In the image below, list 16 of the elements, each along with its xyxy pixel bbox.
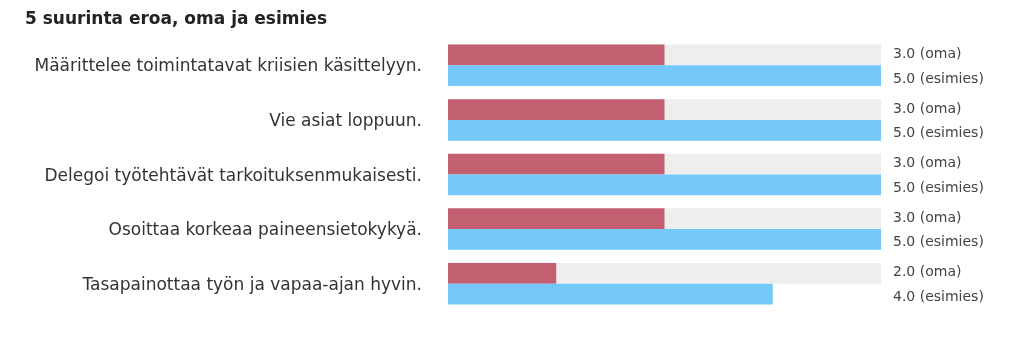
data-label: 3.0 (oma) bbox=[893, 154, 962, 171]
y-tick-label: Tasapainottaa työn ja vapaa-ajan hyvin. bbox=[81, 273, 422, 294]
data-label: 5.0 (esimies) bbox=[893, 69, 984, 86]
data-label: 5.0 (esimies) bbox=[893, 124, 984, 141]
data-label: 5.0 (esimies) bbox=[893, 233, 984, 250]
data-label: 3.0 (oma) bbox=[893, 44, 962, 61]
y-tick-label: Määrittelee toimintatavat kriisien käsittelyyn. bbox=[34, 55, 422, 76]
y-tick-label: Vie asiat loppuun. bbox=[269, 109, 422, 130]
data-label: 5.0 (esimies) bbox=[893, 178, 984, 195]
text: 5 suurinta eroa, oma ja esimies bbox=[25, 7, 328, 28]
data-label: 3.0 (oma) bbox=[893, 208, 962, 225]
data-label: 4.0 (esimies) bbox=[893, 288, 984, 305]
data-label: 3.0 (oma) bbox=[893, 99, 962, 116]
data-label: 2.0 (oma) bbox=[893, 263, 962, 280]
y-tick-label: Osoittaa korkeaa paineensietokykyä. bbox=[108, 219, 422, 240]
y-tick-label: Delegoi työtehtävät tarkoituksenmukaisesti. bbox=[44, 164, 422, 185]
